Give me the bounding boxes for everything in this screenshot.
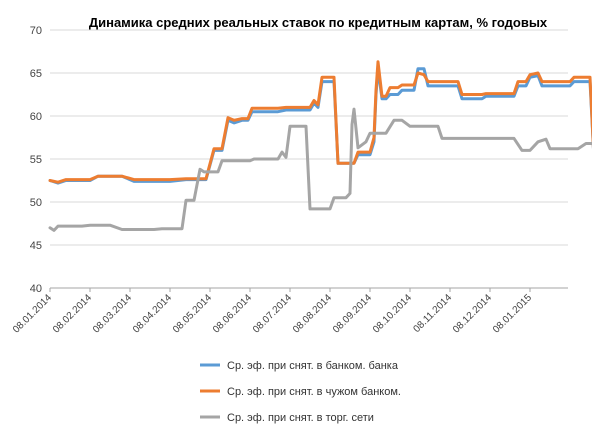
series-line-1 [48, 67, 592, 185]
x-tick-label: 08.01.2015 [491, 292, 534, 335]
legend-label-2: Ср. эф. при снят. в чужом банком. [227, 386, 401, 398]
series-line-3 [48, 107, 592, 232]
y-tick-label: 45 [30, 240, 42, 252]
x-tick-label: 08.10.2014 [371, 292, 414, 335]
x-tick-label: 08.12.2014 [451, 292, 494, 335]
y-tick-label: 60 [30, 111, 42, 123]
x-tick-label: 08.05.2014 [171, 292, 214, 335]
y-axis-ticks: 40 45 50 55 60 65 70 [30, 25, 42, 295]
x-tick-label: 08.09.2014 [331, 292, 374, 335]
x-tick-label: 08.01.2014 [11, 292, 54, 335]
legend-label-1: Ср. эф. при снят. в банком. банка [227, 360, 399, 372]
x-tick-label: 08.07.2014 [251, 292, 294, 335]
x-tick-label: 08.04.2014 [131, 292, 174, 335]
x-tick-label: 08.08.2014 [291, 292, 334, 335]
x-axis-ticks: 08.01.201408.02.201408.03.201408.04.2014… [11, 288, 534, 336]
y-tick-label: 65 [30, 68, 42, 80]
y-tick-label: 50 [30, 197, 42, 209]
legend: Ср. эф. при снят. в банком. банка Ср. эф.… [200, 360, 401, 424]
y-tick-label: 55 [30, 154, 42, 166]
x-tick-label: 08.06.2014 [211, 292, 254, 335]
y-tick-label: 70 [30, 25, 42, 37]
series-line-2 [48, 60, 592, 184]
x-tick-label: 08.11.2014 [411, 292, 454, 335]
series-lines [48, 60, 592, 232]
x-tick-label: 08.02.2014 [51, 292, 94, 335]
legend-label-3: Ср. эф. при снят. в торг. сети [227, 412, 374, 424]
x-tick-label: 08.03.2014 [91, 292, 134, 335]
chart-title: Динамика средних реальных ставок по кред… [89, 15, 548, 30]
y-tick-label: 40 [30, 283, 42, 295]
